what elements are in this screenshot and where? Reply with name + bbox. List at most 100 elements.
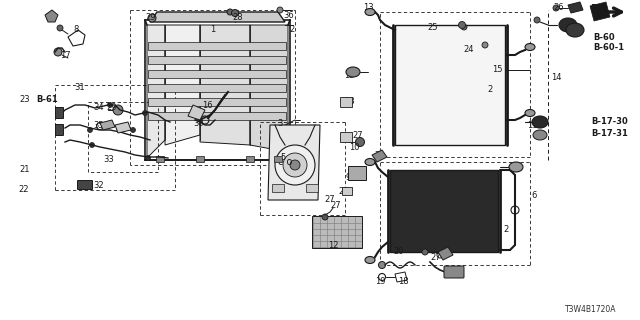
- Polygon shape: [147, 25, 165, 158]
- Text: 32: 32: [93, 180, 104, 189]
- Text: B-17-30: B-17-30: [591, 117, 628, 126]
- Text: FR.: FR.: [590, 4, 608, 14]
- Text: 29: 29: [145, 12, 156, 21]
- Text: 34: 34: [93, 103, 104, 113]
- Text: B-61: B-61: [36, 95, 58, 105]
- Text: 10: 10: [349, 143, 360, 153]
- Circle shape: [553, 5, 559, 11]
- Text: 13: 13: [363, 4, 374, 12]
- Text: 28: 28: [338, 188, 349, 196]
- Bar: [312, 216, 362, 248]
- Ellipse shape: [365, 158, 375, 165]
- Text: 5: 5: [280, 153, 285, 162]
- Text: 27: 27: [45, 13, 56, 22]
- Ellipse shape: [509, 162, 523, 172]
- Text: 28: 28: [232, 12, 243, 21]
- Circle shape: [143, 110, 147, 116]
- Text: T3W4B1720A: T3W4B1720A: [565, 306, 616, 315]
- Polygon shape: [165, 25, 200, 145]
- Circle shape: [422, 249, 428, 255]
- Polygon shape: [45, 10, 58, 22]
- Text: 15: 15: [344, 70, 355, 79]
- Circle shape: [355, 138, 365, 147]
- Text: 9: 9: [346, 173, 351, 182]
- Text: 19: 19: [375, 277, 385, 286]
- Text: 4: 4: [119, 124, 124, 132]
- Text: 26: 26: [553, 3, 564, 12]
- Circle shape: [57, 25, 63, 31]
- Polygon shape: [268, 125, 320, 200]
- Polygon shape: [590, 2, 610, 21]
- Text: 2: 2: [487, 85, 492, 94]
- Text: 11: 11: [527, 121, 538, 130]
- Text: 12: 12: [328, 242, 339, 251]
- Circle shape: [275, 145, 315, 185]
- Text: 33: 33: [103, 156, 114, 164]
- Text: 31: 31: [74, 84, 84, 92]
- Text: 22: 22: [18, 186, 29, 195]
- Polygon shape: [250, 25, 288, 152]
- Polygon shape: [395, 25, 505, 145]
- Ellipse shape: [525, 44, 535, 51]
- Polygon shape: [150, 12, 285, 22]
- Text: 16: 16: [202, 100, 212, 109]
- Circle shape: [461, 24, 467, 30]
- Text: 24: 24: [463, 44, 474, 53]
- Text: 2: 2: [503, 226, 508, 235]
- Ellipse shape: [532, 116, 548, 128]
- Circle shape: [482, 42, 488, 48]
- Ellipse shape: [365, 9, 375, 15]
- Text: 27: 27: [430, 252, 440, 261]
- Bar: [390, 170, 498, 252]
- FancyBboxPatch shape: [444, 266, 464, 278]
- Circle shape: [54, 48, 62, 56]
- Text: B-60-1: B-60-1: [593, 44, 624, 52]
- Text: 28: 28: [344, 98, 355, 107]
- Polygon shape: [100, 120, 115, 130]
- Text: 15: 15: [492, 66, 502, 75]
- Circle shape: [113, 105, 123, 115]
- Bar: [148, 84, 286, 92]
- Polygon shape: [188, 105, 205, 120]
- Text: 1: 1: [210, 26, 215, 35]
- Ellipse shape: [346, 67, 360, 77]
- Text: 18: 18: [398, 277, 408, 286]
- FancyBboxPatch shape: [77, 180, 93, 189]
- Text: 27: 27: [324, 196, 335, 204]
- Ellipse shape: [365, 257, 375, 263]
- Bar: [148, 112, 286, 120]
- FancyBboxPatch shape: [56, 108, 63, 118]
- Bar: [196, 156, 204, 162]
- Circle shape: [322, 214, 328, 220]
- Polygon shape: [568, 2, 583, 13]
- Ellipse shape: [559, 18, 577, 32]
- Bar: [148, 42, 286, 50]
- Text: 17: 17: [60, 52, 70, 60]
- Text: 25: 25: [427, 23, 438, 33]
- Text: B-17-31: B-17-31: [591, 130, 628, 139]
- Circle shape: [534, 17, 540, 23]
- Circle shape: [88, 127, 93, 132]
- Bar: [156, 156, 164, 162]
- Text: 7: 7: [374, 150, 380, 159]
- Text: 20: 20: [393, 247, 403, 257]
- Polygon shape: [372, 150, 387, 162]
- Circle shape: [148, 14, 156, 22]
- Polygon shape: [115, 122, 131, 133]
- Bar: [306, 184, 318, 192]
- Bar: [148, 98, 286, 106]
- Ellipse shape: [566, 23, 584, 37]
- Text: c o: c o: [278, 157, 292, 167]
- Circle shape: [108, 102, 113, 108]
- Circle shape: [277, 7, 283, 13]
- Text: 23: 23: [19, 95, 29, 105]
- Text: 15: 15: [508, 165, 518, 174]
- Ellipse shape: [533, 130, 547, 140]
- Circle shape: [378, 261, 385, 268]
- Bar: [340, 97, 352, 107]
- Text: 27: 27: [330, 201, 340, 210]
- Text: 35: 35: [93, 121, 104, 130]
- Text: 8: 8: [73, 25, 78, 34]
- Bar: [274, 156, 282, 162]
- Bar: [148, 70, 286, 78]
